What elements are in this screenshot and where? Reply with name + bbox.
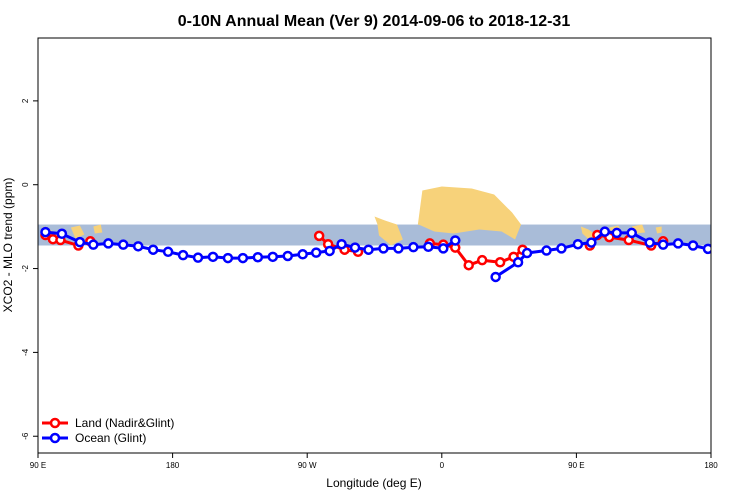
y-axis-label: XCO2 - MLO trend (ppm) [1, 178, 15, 313]
x-tick-label: 90 E [568, 461, 584, 470]
x-tick-label: 90 W [298, 461, 317, 470]
ocean-data-point [297, 249, 308, 260]
ocean-data-point [222, 252, 234, 264]
ocean-data-point [521, 247, 533, 259]
plot-frame [37, 37, 712, 454]
ocean-data-point [611, 227, 623, 239]
ocean-data-point [626, 227, 637, 239]
legend-swatch-marker [49, 432, 61, 444]
legend-entry-ocean: Ocean (Glint) [42, 431, 146, 445]
land-new-guinea [93, 224, 103, 234]
legend-swatch-marker [49, 417, 61, 429]
ocean-data-point [117, 239, 129, 250]
axes: 90 E 180 90 W 0 90 E 180 -6 -4 -2 0 2 [21, 98, 718, 470]
ocean-data-point [88, 239, 99, 250]
legend-label: Ocean (Glint) [75, 431, 146, 445]
series-layer [40, 226, 740, 283]
ocean-data-point [423, 241, 434, 253]
ocean-data-point [40, 226, 51, 238]
ocean-data-point [252, 251, 264, 263]
x-tick-label: 90 E [30, 461, 46, 470]
ocean-data-point [267, 251, 279, 263]
land-data-point [463, 259, 474, 271]
ocean-data-point [512, 257, 524, 268]
ocean-data-point [378, 243, 389, 254]
ocean-data-point [438, 243, 449, 254]
ocean-data-point [732, 249, 740, 257]
ocean-data-point [644, 237, 655, 248]
ocean-band [38, 224, 711, 246]
ocean-data-point [177, 249, 189, 261]
y-tick-label: -4 [21, 348, 30, 356]
legend: Land (Nadir&Glint)Ocean (Glint) [42, 416, 174, 445]
ocean-data-point [541, 245, 552, 256]
x-tick-label: 0 [440, 461, 445, 470]
land-data-point [476, 254, 488, 266]
ocean-data-point [687, 240, 699, 251]
ocean-data-point [572, 238, 584, 250]
ocean-data-point [132, 241, 144, 252]
y-tick-label: 0 [21, 182, 30, 187]
y-tick-label: -6 [21, 432, 30, 440]
series-ocean [40, 226, 740, 283]
x-axis-label: Longitude (deg E) [326, 476, 421, 490]
ocean-data-point [672, 238, 684, 249]
y-tick-label: 2 [21, 98, 30, 103]
ocean-data-point [450, 235, 461, 246]
legend-entry-land: Land (Nadir&Glint) [42, 416, 174, 430]
ocean-data-point [56, 228, 68, 240]
ocean-data-point [349, 242, 361, 253]
ocean-data-point [393, 243, 404, 254]
x-tick-label: 180 [166, 461, 180, 470]
y-tick-label: -2 [21, 264, 30, 272]
ocean-data-point [719, 248, 727, 256]
ocean-data-point [702, 243, 711, 255]
plot-area [38, 186, 740, 283]
ocean-data-point [237, 252, 249, 264]
ocean-data-point [147, 244, 159, 255]
ocean-data-point [586, 237, 597, 248]
ocean-data-point [363, 244, 374, 255]
ocean-data-point [657, 239, 669, 250]
ocean-data-point [310, 247, 322, 258]
ocean-data-point [103, 238, 114, 249]
legend-label: Land (Nadir&Glint) [75, 416, 174, 430]
ocean-data-point [324, 245, 335, 257]
ocean-data-point [490, 271, 501, 283]
land-borneo [70, 225, 85, 239]
ocean-data-point [74, 236, 86, 248]
ocean-data-point [336, 238, 347, 250]
chart-title: 0-10N Annual Mean (Ver 9) 2014-09-06 to … [178, 13, 571, 30]
x-tick-label: 180 [704, 461, 718, 470]
ocean-data-point [599, 226, 611, 237]
ocean-data-point [556, 243, 567, 254]
ocean-data-point [282, 250, 294, 262]
ocean-data-point [162, 246, 174, 258]
land-south-america [374, 216, 403, 246]
land-data-point [313, 230, 325, 242]
ocean-data-point [408, 241, 419, 253]
ocean-data-point [192, 252, 204, 263]
ocean-data-point [207, 251, 219, 263]
land-data-point [494, 257, 506, 268]
land-africa [417, 186, 522, 240]
land-islands-repeat [655, 226, 662, 234]
